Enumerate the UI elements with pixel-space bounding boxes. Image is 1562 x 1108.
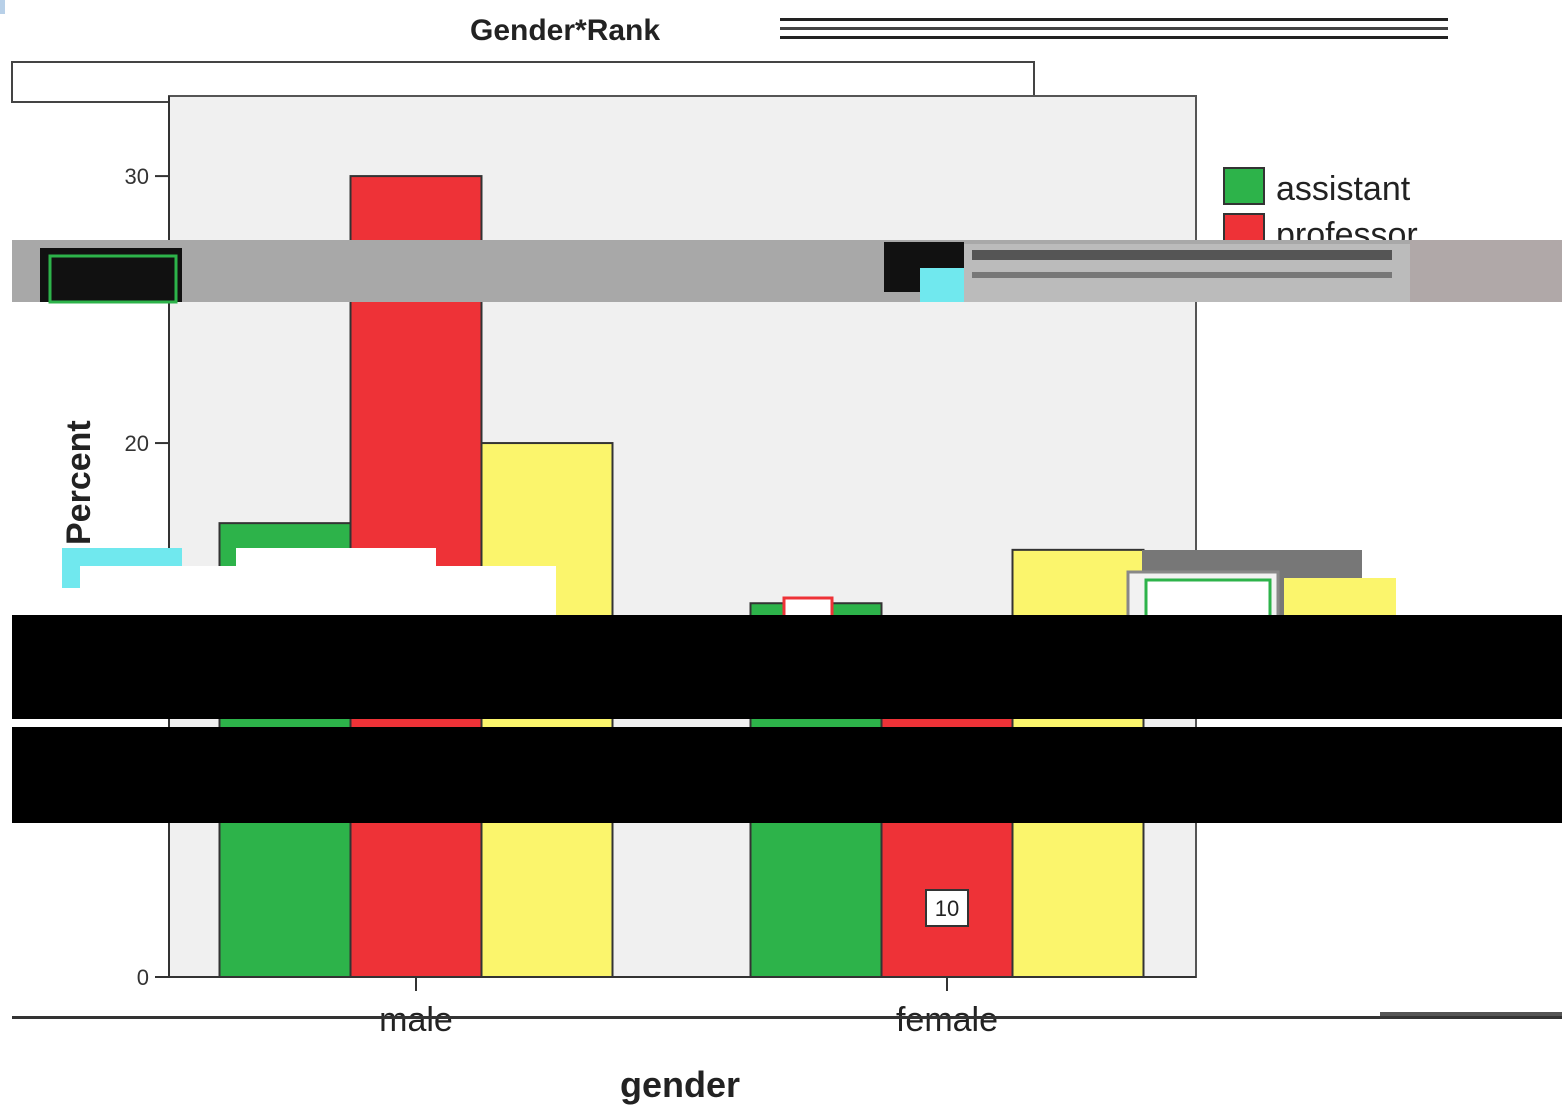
x-axis-label: gender (620, 1064, 740, 1105)
legend-label-assistant: assistant (1276, 170, 1411, 208)
y-tick-label-30: 30 (125, 164, 149, 189)
y-tick-label-20: 20 (125, 431, 149, 456)
legend-swatch-assistant (1223, 167, 1265, 205)
y-axis-label: Percent (60, 420, 98, 545)
title-scanline-artifact (780, 18, 1448, 39)
y-axis: 0 20 30 (125, 96, 170, 990)
y-tick-label-0: 0 (137, 965, 149, 990)
x-tick-label-male: male (379, 1001, 453, 1039)
data-label-female-professor: 10 (925, 889, 969, 927)
x-tick-label-female: female (896, 1001, 998, 1039)
render-artifacts (0, 0, 1562, 1019)
chart-title: Gender*Rank (470, 14, 660, 47)
x-axis: male female (169, 976, 1196, 1039)
data-label-female-professor-text: 10 (935, 896, 959, 921)
